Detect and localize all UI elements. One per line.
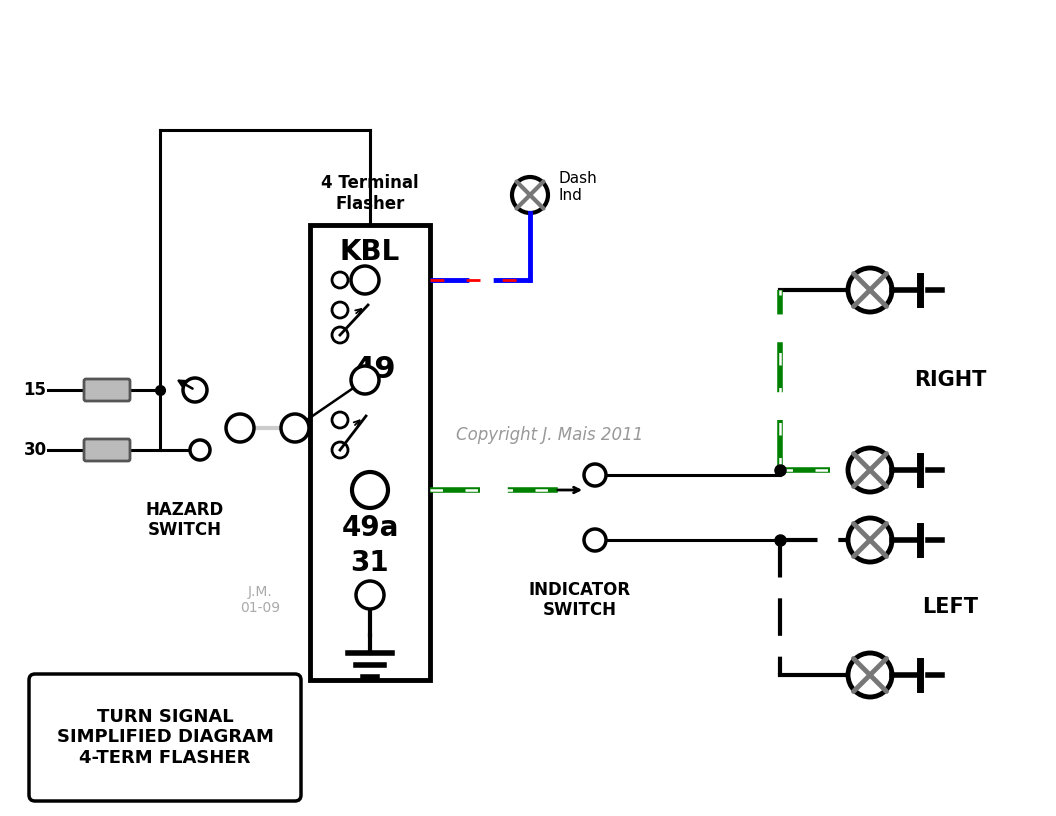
Text: 31: 31 — [351, 549, 390, 577]
Bar — [310, 225, 430, 680]
Circle shape — [848, 448, 892, 492]
Circle shape — [512, 177, 548, 213]
Text: LEFT: LEFT — [922, 597, 978, 617]
Circle shape — [332, 442, 348, 458]
Circle shape — [332, 302, 348, 318]
Circle shape — [281, 414, 309, 442]
Text: 49: 49 — [354, 356, 396, 384]
Text: HAZARD
SWITCH: HAZARD SWITCH — [146, 500, 224, 539]
Text: 4 Terminal
Flasher: 4 Terminal Flasher — [321, 174, 419, 213]
Circle shape — [351, 266, 379, 294]
Text: +: + — [233, 419, 247, 437]
Circle shape — [848, 518, 892, 562]
Circle shape — [332, 327, 348, 343]
Text: Copyright J. Mais 2011: Copyright J. Mais 2011 — [456, 426, 644, 444]
Circle shape — [332, 272, 348, 288]
FancyBboxPatch shape — [29, 674, 301, 801]
FancyBboxPatch shape — [84, 439, 130, 461]
FancyBboxPatch shape — [84, 379, 130, 401]
Circle shape — [848, 653, 892, 697]
Text: KBL: KBL — [340, 238, 400, 266]
Text: +: + — [288, 419, 302, 437]
Text: +: + — [358, 371, 373, 389]
Circle shape — [584, 529, 606, 551]
Text: J.M.
01-09: J.M. 01-09 — [240, 585, 280, 615]
Circle shape — [584, 464, 606, 486]
Circle shape — [332, 412, 348, 428]
Text: 30: 30 — [23, 441, 46, 459]
Circle shape — [352, 472, 388, 508]
Circle shape — [226, 414, 254, 442]
Circle shape — [190, 440, 210, 460]
Text: INDICATOR
SWITCH: INDICATOR SWITCH — [529, 581, 631, 619]
Circle shape — [848, 268, 892, 312]
Circle shape — [356, 581, 384, 609]
Text: Dash
Ind: Dash Ind — [558, 171, 597, 203]
Circle shape — [351, 366, 379, 394]
Text: RIGHT: RIGHT — [913, 370, 986, 390]
Text: 15: 15 — [23, 381, 46, 399]
Text: 49a: 49a — [341, 514, 399, 542]
Text: TURN SIGNAL
SIMPLIFIED DIAGRAM
4-TERM FLASHER: TURN SIGNAL SIMPLIFIED DIAGRAM 4-TERM FL… — [57, 707, 274, 767]
Circle shape — [183, 378, 207, 402]
